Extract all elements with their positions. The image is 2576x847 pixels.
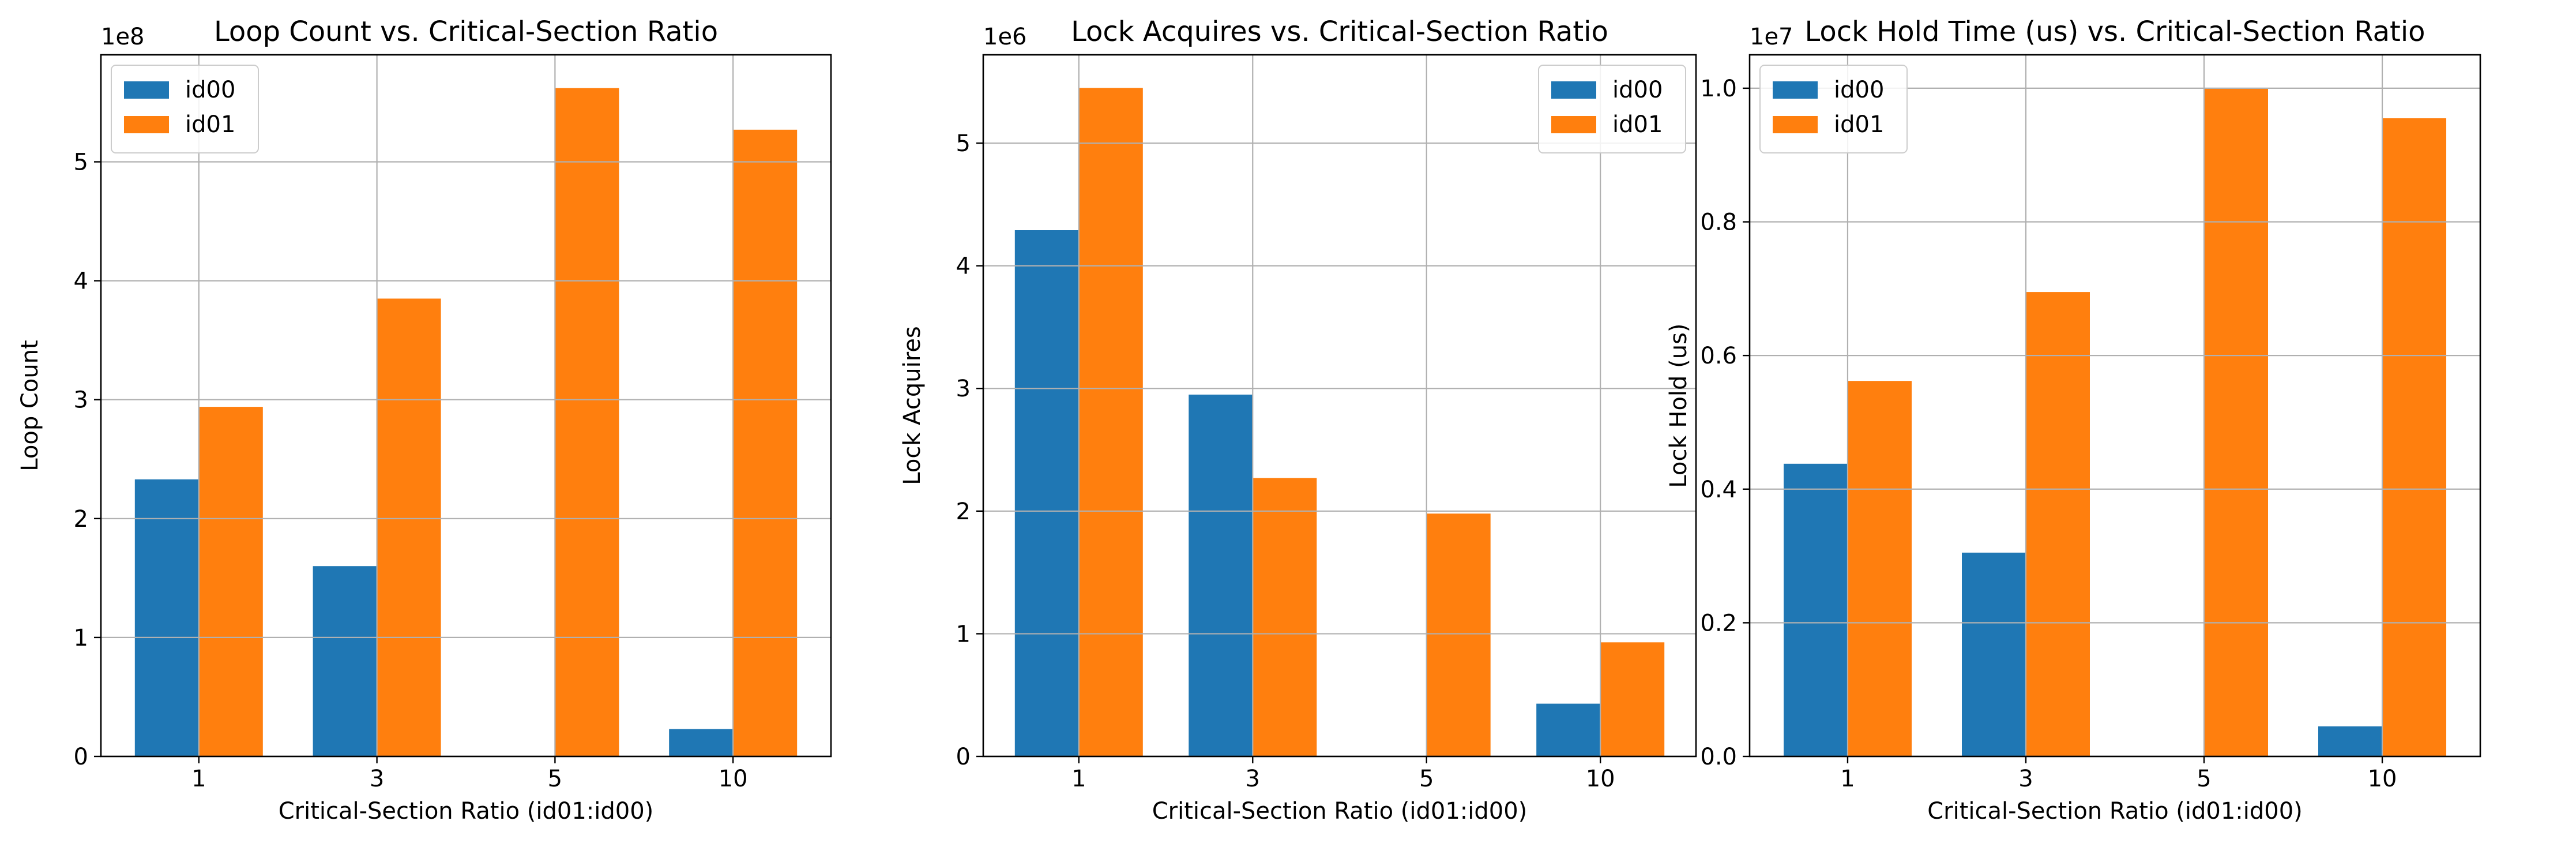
legend-swatch-id00 [1773,81,1818,99]
bar-id00-3 [1189,394,1253,756]
plot-frame [100,54,832,758]
bar-id01-3 [2026,292,2090,757]
x-tick-label: 5 [548,766,562,792]
y-tick-label: 1 [74,625,88,651]
bar-id00-10 [1536,703,1601,756]
y-tick-label: 4 [74,268,88,295]
bar-id01-5 [2204,88,2268,756]
legend-swatch-id00 [124,81,169,99]
bar-id00-1 [134,479,199,756]
chart-title: Lock Hold Time (us) vs. Critical-Section… [1804,16,2425,48]
legend-swatch-id00 [1551,81,1596,99]
y-offset-label: 1e7 [1750,24,1793,50]
y-tick-label: 1 [956,621,971,647]
y-tick-label: 0.4 [1700,477,1737,503]
bar-id01-10 [2382,118,2446,756]
bar-id01-1 [198,407,263,756]
bar-id00-3 [313,566,377,756]
y-offset-label: 1e6 [983,24,1027,50]
legend-label-id01: id01 [1834,111,1884,138]
y-tick-label: 2 [74,506,88,533]
y-tick-label: 3 [74,387,88,414]
y-tick-label: 5 [74,149,88,175]
y-tick-label: 1.0 [1700,76,1737,102]
chart-panel-1: 1 3 5 10 0 1 2 3 4 5 1e8 Loop Count vs. Critical-Se… [17,16,832,824]
y-tick-label: 2 [956,499,971,525]
legend-label-id00: id00 [185,77,235,103]
y-tick-label: 0 [956,744,971,770]
x-tick-label: 10 [2368,766,2397,792]
bar-id00-1 [1784,463,1848,756]
y-tick-label: 0.8 [1700,209,1737,236]
x-tick-label: 5 [1419,766,1434,792]
legend: id00 id01 [1538,65,1686,153]
bar-id01-3 [377,298,441,756]
x-tick-label: 1 [191,766,206,792]
plot-frame [1748,54,2481,758]
y-tick-label: 0.2 [1700,610,1737,636]
bar-id00-10 [2318,726,2382,756]
x-tick-label: 10 [719,766,748,792]
bar-id01-1 [1078,88,1143,756]
legend-swatch-id01 [1551,116,1596,133]
legend-label-id01: id01 [185,111,235,138]
legend-label-id00: id00 [1612,77,1663,103]
y-axis-label: Lock Acquires [899,326,926,485]
x-tick-label: 3 [2018,766,2033,792]
bar-id01-10 [733,129,798,756]
bar-id01-10 [1600,642,1665,756]
x-tick-label: 3 [1246,766,1260,792]
bar-id00-3 [1962,552,2026,756]
chart-title: Lock Acquires vs. Critical-Section Ratio [1071,16,1608,48]
x-axis-label: Critical-Section Ratio (id01:id00) [279,798,654,824]
legend-swatch-id01 [124,116,169,133]
y-tick-label: 0.0 [1700,744,1737,770]
bar-id01-1 [1848,381,1912,756]
bar-id01-3 [1253,478,1317,756]
chart-panel-3: 1 3 5 10 0.0 0.2 0.4 0.6 0.8 1.0 1e7 Lock Hold Time… [1665,16,2481,824]
legend-label-id01: id01 [1612,111,1663,138]
bar-id00-1 [1014,230,1079,756]
x-axis-label: Critical-Section Ratio (id01:id00) [1927,798,2303,824]
x-tick-label: 5 [2197,766,2211,792]
legend: id00 id01 [1759,65,1908,153]
y-axis-label: Loop Count [17,340,43,471]
bar-id00-10 [669,729,734,756]
x-axis-label: Critical-Section Ratio (id01:id00) [1152,798,1528,824]
x-tick-label: 10 [1586,766,1615,792]
y-tick-label: 4 [956,253,971,280]
x-tick-label: 1 [1071,766,1086,792]
legend-swatch-id01 [1773,116,1818,133]
bar-id01-5 [555,88,619,757]
y-tick-label: 5 [956,130,971,157]
y-tick-label: 3 [956,376,971,402]
x-tick-label: 1 [1840,766,1855,792]
chart-panel-2: 1 3 5 10 0 1 2 3 4 5 1e6 Lock Acquires vs. Critical… [899,16,1697,824]
bar-id01-5 [1426,514,1491,756]
chart-title: Loop Count vs. Critical-Section Ratio [214,16,718,48]
plot-frame [982,54,1697,758]
y-offset-label: 1e8 [101,24,145,50]
legend: id00 id01 [111,65,259,153]
x-tick-label: 3 [370,766,384,792]
y-tick-label: 0.6 [1700,343,1737,369]
y-tick-label: 0 [74,744,88,770]
y-axis-label: Lock Hold (us) [1665,323,1692,488]
legend-label-id00: id00 [1834,77,1884,103]
